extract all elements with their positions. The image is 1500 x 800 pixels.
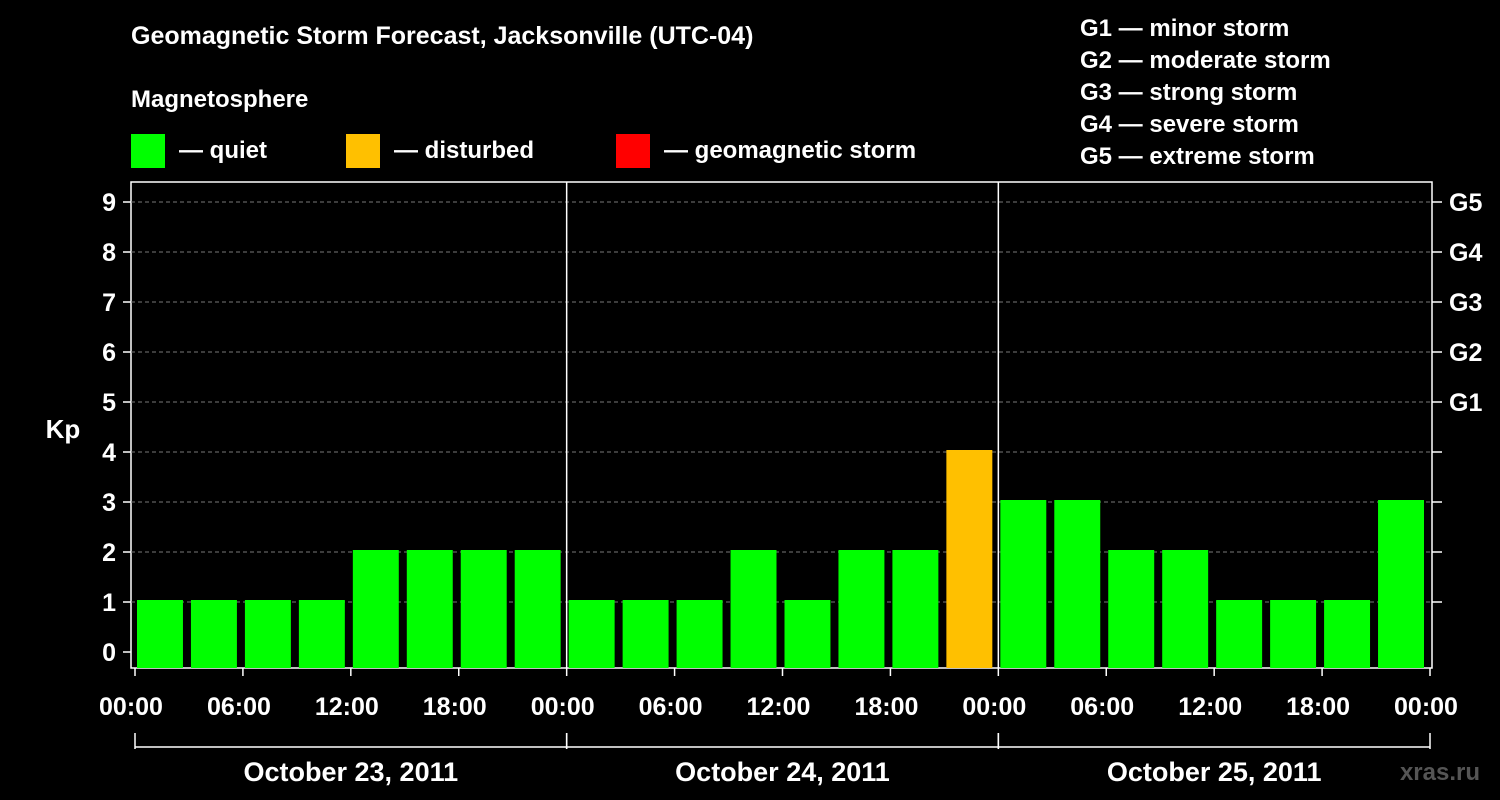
x-tick-label: 00:00 [531, 693, 595, 721]
kp-bar [1324, 600, 1371, 668]
kp-bar [137, 600, 183, 668]
y-tick-label: 4 [102, 439, 116, 467]
kp-bar [568, 600, 615, 668]
legend-label-quiet: — quiet [179, 137, 267, 164]
x-tick-label: 18:00 [1286, 693, 1350, 721]
plot-frame [130, 181, 1433, 669]
y-tick-label: 8 [102, 239, 116, 267]
right-axis-label: G5 [1449, 189, 1482, 217]
y-tick-label: 0 [102, 639, 116, 667]
magnetosphere-heading: Magnetosphere [131, 86, 309, 113]
x-tick-label: 06:00 [1070, 693, 1134, 721]
kp-bar [244, 600, 291, 668]
kp-bar [514, 550, 561, 668]
kp-bar [892, 550, 939, 668]
kp-bar [406, 550, 453, 668]
kp-bar [946, 450, 993, 668]
x-tick-label: 18:00 [854, 693, 918, 721]
y-tick-label: 9 [102, 189, 116, 217]
kp-bar [1270, 600, 1317, 668]
right-axis-label: G3 [1449, 289, 1482, 317]
kp-bar [298, 600, 345, 668]
y-tick-label: 1 [102, 589, 116, 617]
quiet-swatch [131, 134, 165, 168]
storm-scale-g5: G5 — extreme storm [1080, 143, 1315, 170]
kp-bar [838, 550, 885, 668]
kp-bar [730, 550, 777, 668]
right-axis-label: G1 [1449, 389, 1482, 417]
day-label: October 25, 2011 [1107, 757, 1322, 787]
kp-bar [460, 550, 507, 668]
storm-scale-g3: G3 — strong storm [1080, 79, 1298, 106]
storm-scale-list: G1 — minor storm G2 — moderate storm G3 … [1080, 13, 1331, 173]
right-axis-label: G4 [1449, 239, 1482, 267]
storm-swatch [616, 134, 650, 168]
x-tick-label: 12:00 [747, 693, 811, 721]
legend-label-storm: — geomagnetic storm [664, 137, 917, 164]
storm-scale-g2: G2 — moderate storm [1080, 47, 1331, 74]
x-tick-label: 00:00 [1394, 693, 1458, 721]
storm-scale-g1: G1 — minor storm [1080, 15, 1290, 42]
y-tick-label: 2 [102, 539, 116, 567]
storm-scale-g4: G4 — severe storm [1080, 111, 1299, 138]
legend-item-quiet: — quiet [131, 134, 267, 168]
chart-title: Geomagnetic Storm Forecast, Jacksonville… [131, 22, 754, 50]
disturbed-swatch [346, 134, 380, 168]
kp-bar [784, 600, 831, 668]
kp-bar [190, 600, 237, 668]
kp-bar [352, 550, 399, 668]
y-tick-label: 7 [102, 289, 116, 317]
day-label: October 24, 2011 [675, 757, 890, 787]
y-tick-label: 3 [102, 489, 116, 517]
y-axis-label: Kp [46, 414, 81, 444]
x-tick-label: 00:00 [962, 693, 1026, 721]
x-tick-label: 12:00 [1178, 693, 1242, 721]
kp-bar [1000, 500, 1047, 668]
day-label: October 23, 2011 [244, 757, 459, 787]
x-tick-label: 06:00 [639, 693, 703, 721]
legend-item-disturbed: — disturbed [346, 134, 534, 168]
kp-bar [676, 600, 723, 668]
x-tick-label: 18:00 [423, 693, 487, 721]
kp-bar [1162, 550, 1209, 668]
x-tick-label: 06:00 [207, 693, 271, 721]
y-tick-label: 5 [102, 389, 116, 417]
kp-bar [1108, 550, 1155, 668]
y-tick-label: 6 [102, 339, 116, 367]
legend-item-storm: — geomagnetic storm [616, 134, 916, 168]
kp-bar [1054, 500, 1101, 668]
x-tick-label: 12:00 [315, 693, 379, 721]
kp-bar [1378, 500, 1424, 668]
right-axis-label: G2 [1449, 339, 1482, 367]
watermark: xras.ru [1400, 759, 1480, 786]
legend-label-disturbed: — disturbed [394, 137, 535, 164]
kp-bar [622, 600, 669, 668]
kp-bar [1216, 600, 1263, 668]
x-tick-label: 00:00 [99, 693, 163, 721]
